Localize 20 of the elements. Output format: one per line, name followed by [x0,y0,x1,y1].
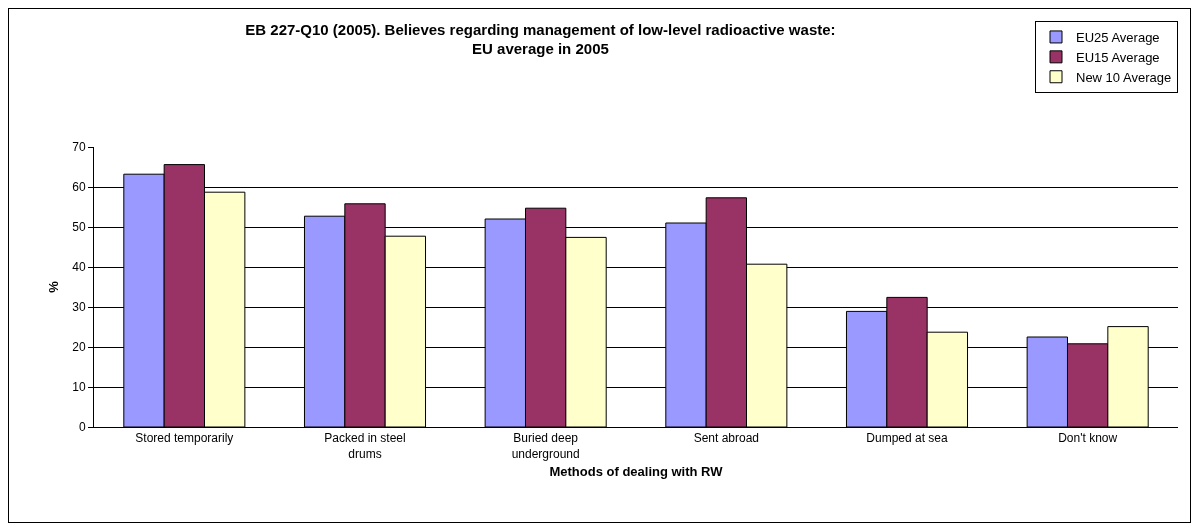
legend-label: EU25 Average [1076,30,1160,46]
x-tick-label: Don't know [1058,431,1118,446]
y-axis-title: % [46,280,61,293]
y-tick-label: 60 [72,180,86,195]
legend-label: EU15 Average [1076,49,1160,65]
x-axis-title: Methods of dealing with RW [549,464,724,479]
y-tick-label: 50 [72,220,86,235]
x-tick-label: Buried deep underground [511,431,580,461]
legend-label: New 10 Average [1076,69,1172,85]
y-tick-label: 0 [78,420,86,435]
x-tick-label: Stored temporarily [135,431,234,446]
y-tick-label: 70 [72,140,86,155]
y-tick-label: 30 [72,300,86,315]
x-tick-label: Dumped at sea [866,431,949,446]
x-tick-label: Sent abroad [693,431,760,446]
x-tick-label: Packed in steel drums [324,431,406,461]
y-tick-label: 10 [72,380,86,395]
chart-title: EB 227-Q10 (2005). Believes regarding management of low-level radioactive waste: EU average in 2005 [245,20,836,58]
y-tick-label: 40 [72,260,86,275]
y-tick-label: 20 [72,340,86,355]
